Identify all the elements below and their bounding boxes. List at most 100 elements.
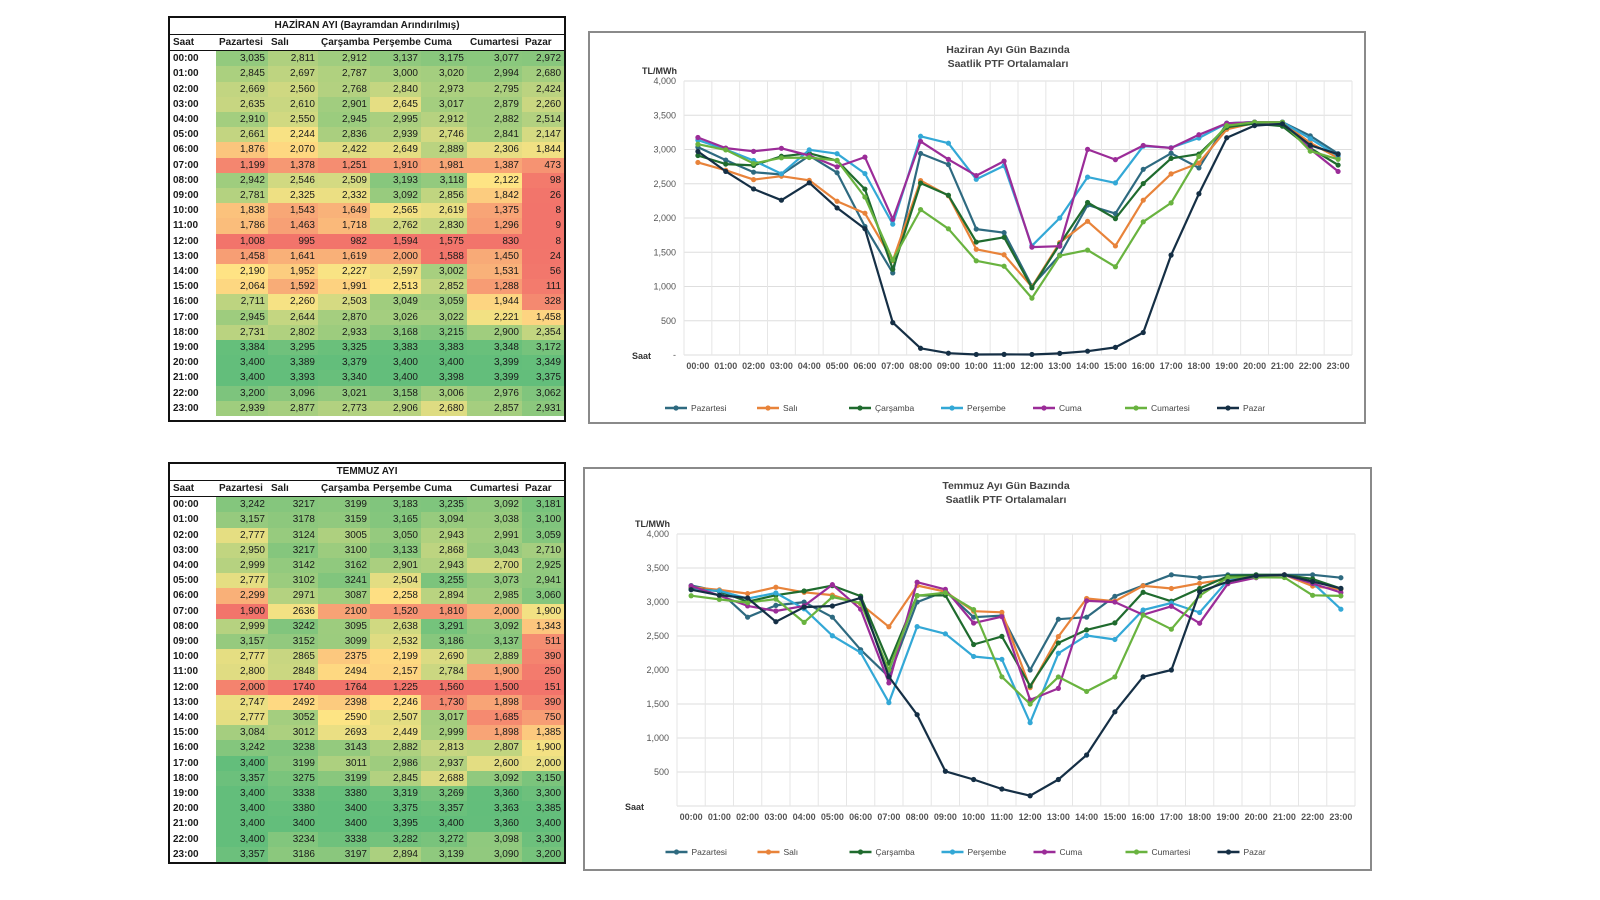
data-point — [971, 641, 977, 648]
data-point — [829, 603, 835, 609]
value-cell: 3197 — [318, 846, 370, 863]
data-point — [1307, 142, 1313, 148]
y-tick-label: 3,000 — [646, 597, 669, 607]
data-point — [1055, 674, 1061, 680]
value-cell: 3,000 — [370, 66, 421, 82]
value-cell: 2,669 — [216, 81, 268, 97]
value-cell: 8 — [522, 203, 565, 219]
data-point — [750, 148, 757, 154]
value-cell: 3162 — [318, 558, 370, 574]
value-cell: 3,060 — [522, 588, 565, 604]
hour-cell: 04:00 — [170, 558, 216, 574]
value-cell: 390 — [522, 694, 565, 711]
data-point — [1027, 720, 1033, 726]
data-point — [778, 155, 785, 161]
column-header: Cumartesi — [467, 34, 522, 52]
table-row: 00:00 3,242 3217 3199 3,183 3,235 3,092 3,181 — [170, 496, 565, 513]
value-cell: 3,200 — [216, 385, 268, 401]
data-point — [750, 186, 757, 192]
data-point — [723, 168, 729, 175]
value-cell: 3,183 — [370, 496, 421, 513]
x-tick-label: 12:00 — [1020, 361, 1043, 371]
value-cell: 1,900 — [467, 664, 522, 680]
value-cell: 3,385 — [522, 801, 565, 817]
value-cell: 3199 — [268, 755, 318, 771]
data-point — [1055, 616, 1061, 622]
value-cell: 3,002 — [421, 264, 467, 280]
value-cell: 1,594 — [370, 233, 421, 249]
value-cell: 3005 — [318, 527, 370, 543]
data-point — [773, 608, 779, 614]
hour-cell: 13:00 — [170, 694, 216, 711]
data-point — [1084, 218, 1091, 224]
value-cell: 3,215 — [421, 324, 467, 341]
value-cell: 151 — [522, 679, 565, 695]
value-cell: 3242 — [268, 618, 318, 635]
data-point — [1225, 579, 1231, 585]
value-cell: 111 — [522, 279, 565, 295]
x-tick-label: 11:00 — [991, 812, 1014, 822]
data-point — [1084, 174, 1091, 180]
data-point — [973, 226, 979, 232]
value-cell: 2,550 — [268, 112, 318, 128]
value-cell: 2,943 — [421, 527, 467, 543]
table-row: 07:00 1,199 1,378 1,251 1,910 1,981 1,387 473 — [170, 157, 565, 173]
value-cell: 3,357 — [216, 770, 268, 787]
value-cell: 3,400 — [216, 355, 268, 371]
data-point — [834, 205, 840, 211]
hour-cell: 15:00 — [170, 279, 216, 295]
x-tick-label: 03:00 — [770, 361, 793, 371]
data-point — [1307, 136, 1313, 142]
value-cell: 3,017 — [421, 710, 467, 726]
value-cell: 2,991 — [467, 527, 522, 543]
value-cell: 3,242 — [216, 740, 268, 756]
value-cell: 2,857 — [467, 400, 522, 417]
value-cell: 2,635 — [216, 96, 268, 113]
data-point — [999, 609, 1005, 615]
data-point — [688, 587, 694, 593]
table-row: 16:00 2,711 2,260 2,503 3,049 3,059 1,944 328 — [170, 294, 565, 310]
value-cell: 2,600 — [467, 755, 522, 771]
value-cell: 1,641 — [268, 248, 318, 265]
hour-cell: 19:00 — [170, 340, 216, 356]
data-point — [1168, 626, 1174, 632]
value-cell: 3380 — [318, 786, 370, 802]
value-cell: 2590 — [318, 710, 370, 726]
data-point — [1084, 146, 1091, 152]
value-cell: 1,458 — [522, 309, 565, 325]
value-cell: 56 — [522, 264, 565, 280]
data-point — [1197, 580, 1203, 586]
value-cell: 2,868 — [421, 542, 467, 559]
value-cell: 3,375 — [370, 801, 421, 817]
data-point — [890, 257, 896, 263]
value-cell: 3100 — [318, 542, 370, 559]
legend-label: Cumartesi — [1152, 847, 1191, 857]
value-cell: 3,096 — [268, 385, 318, 401]
hour-cell: 11:00 — [170, 664, 216, 680]
data-point — [1335, 162, 1341, 168]
value-cell: 1,900 — [522, 740, 565, 756]
legend-label: Cuma — [1059, 403, 1082, 413]
data-point — [971, 606, 977, 613]
value-cell: 1764 — [318, 679, 370, 695]
data-point — [886, 700, 892, 706]
data-point — [1027, 683, 1033, 689]
data-point — [778, 171, 785, 177]
value-cell: 3,200 — [522, 846, 565, 863]
value-cell: 2,845 — [216, 66, 268, 82]
value-cell: 2,777 — [216, 573, 268, 589]
data-point — [806, 147, 812, 153]
data-point — [1112, 674, 1118, 680]
value-cell: 3,094 — [421, 512, 467, 528]
value-cell: 1,296 — [467, 218, 522, 234]
value-cell: 3238 — [268, 740, 318, 756]
data-point — [1253, 573, 1259, 579]
value-cell: 98 — [522, 172, 565, 189]
data-point — [1338, 593, 1344, 599]
value-cell: 3095 — [318, 618, 370, 635]
x-tick-label: 08:00 — [906, 812, 929, 822]
data-point — [723, 157, 729, 163]
hour-cell: 12:00 — [170, 679, 216, 695]
value-cell: 2,711 — [216, 294, 268, 310]
data-point — [834, 170, 840, 176]
